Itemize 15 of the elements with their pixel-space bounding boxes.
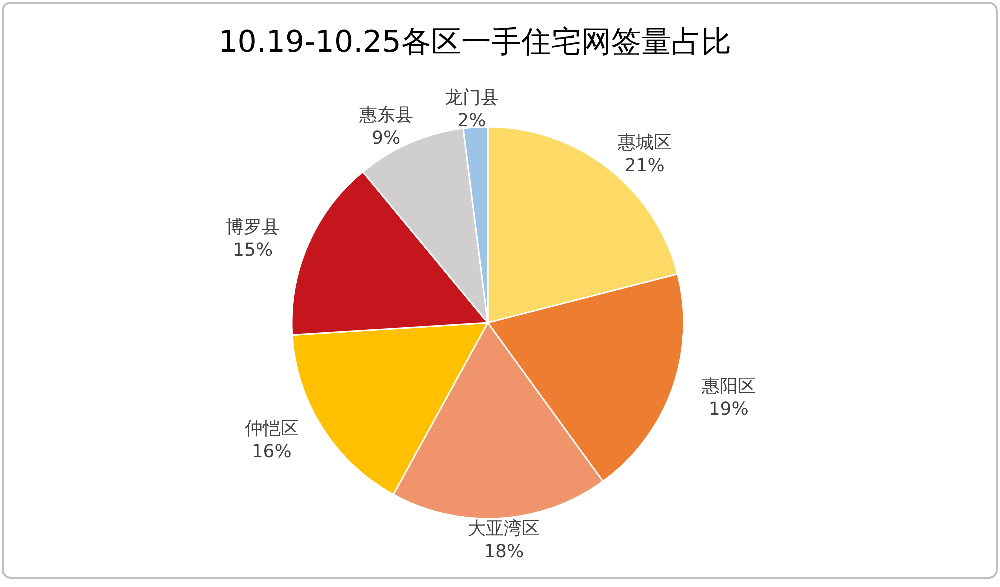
data-label: 15% (233, 240, 274, 262)
data-label: 19% (708, 399, 749, 420)
slice-label: 博罗县 (226, 217, 280, 238)
data-label: 18% (484, 542, 524, 563)
data-label: 2% (458, 110, 486, 132)
slice-label: 大亚湾区 (468, 518, 540, 540)
slice-label: 惠阳区 (700, 376, 756, 398)
chart-title: 10.19-10.25各区一手住宅网签量占比 (218, 25, 732, 60)
data-label: 21% (624, 155, 665, 176)
slice-label: 龙门县 (444, 87, 499, 108)
slice-label: 惠城区 (616, 132, 672, 154)
data-label: 9% (372, 128, 401, 149)
slice-label: 惠东县 (358, 104, 414, 126)
slice-label: 仲恺区 (244, 418, 299, 440)
data-label: 16% (252, 442, 292, 463)
